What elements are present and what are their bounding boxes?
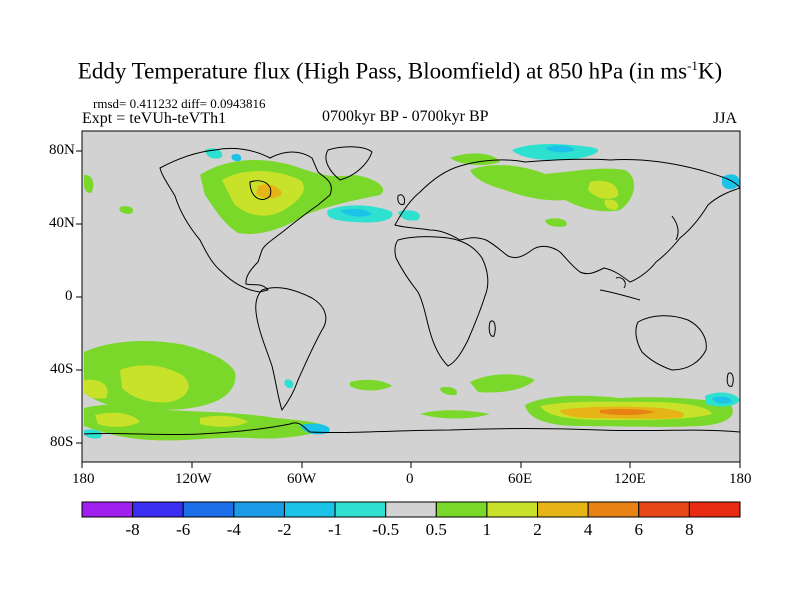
- contour-negative-2: [231, 153, 242, 162]
- x-tick-label: 60E: [508, 471, 533, 487]
- coast-south-america: [255, 287, 327, 412]
- x-tick-label: 0: [406, 471, 414, 487]
- colorbar-label: -2: [277, 520, 292, 539]
- contour-positive-6: [450, 153, 500, 166]
- x-tick-label: 180: [729, 471, 752, 487]
- coast-north-america: [159, 147, 332, 293]
- coast-new-zealand: [726, 372, 734, 387]
- contour-positive-16: [200, 415, 248, 427]
- contour-negative-7: [545, 145, 575, 153]
- period-label: 0700kyr BP - 0700kyr BP: [322, 108, 489, 125]
- contour-positive-10: [545, 218, 567, 227]
- contour-positive-4: [84, 174, 94, 193]
- coast-australia: [635, 315, 707, 371]
- stats-label: rmsd= 0.411232 diff= 0.0943816: [93, 96, 266, 111]
- contour-negative-11: [284, 379, 294, 389]
- contour-positive-8: [588, 180, 619, 199]
- colorbar-label: -4: [226, 520, 241, 539]
- x-tick-label: 180: [72, 471, 95, 487]
- contour-negative-4: [340, 208, 372, 217]
- contour-negative-5: [398, 210, 420, 221]
- contour-positive-24: [600, 408, 655, 416]
- contour-positive-7: [470, 165, 635, 212]
- contour-positive-12: [84, 379, 108, 399]
- y-tick-label: 40N: [49, 215, 75, 231]
- contour-positive-9: [604, 199, 619, 210]
- x-tick-label: 120E: [614, 471, 646, 487]
- contour-positive-15: [95, 412, 140, 427]
- y-tick-label: 80S: [50, 434, 74, 450]
- coast-indonesia: [599, 289, 641, 301]
- coast-japan: [671, 215, 679, 241]
- contour-negative-10: [300, 423, 330, 435]
- axis-ticks: [76, 150, 741, 468]
- colorbar-label: -1: [327, 520, 343, 539]
- contour-positive-17: [350, 379, 392, 391]
- colorbar-label: 2: [533, 520, 542, 539]
- coast-hudson-bay: [249, 180, 272, 200]
- coastlines: [83, 146, 740, 436]
- coast-greenland: [325, 146, 373, 181]
- x-tick-label: 60W: [287, 471, 317, 487]
- colorbar-label: 6: [634, 520, 644, 539]
- experiment-label: Expt = teVUh-teVTh1: [82, 110, 227, 127]
- plot-title: Eddy Temperature flux (High Pass, Bloomf…: [77, 58, 723, 84]
- contour-positive-3: [256, 184, 282, 199]
- contour-positive-19: [470, 374, 535, 393]
- x-tick-label: 120W: [175, 471, 212, 487]
- contour-positive-5: [119, 206, 134, 214]
- colorbar-label: 4: [583, 520, 593, 539]
- colorbar-label: -0.5: [372, 520, 400, 539]
- y-tick-label: 0: [65, 288, 73, 304]
- y-tick-label: 80N: [49, 142, 75, 158]
- contour-positive-18: [440, 386, 457, 396]
- contour-negative-6: [512, 143, 599, 161]
- flux-contours: [84, 143, 740, 441]
- coast-borneo: [615, 277, 626, 289]
- colorbar-label: 8: [685, 520, 694, 539]
- colorbar-label: -6: [176, 520, 191, 539]
- colorbar-label: 1: [482, 520, 492, 539]
- coast-madagascar: [488, 320, 496, 337]
- colorbar-label: -8: [125, 520, 140, 539]
- colorbar-label: 0.5: [425, 520, 447, 539]
- contour-positive-20: [420, 410, 490, 419]
- contour-negative-13: [712, 396, 732, 404]
- coast-eurasia: [394, 158, 740, 283]
- y-tick-label: 40S: [50, 361, 74, 377]
- coast-uk: [397, 194, 405, 205]
- contour-positive-13: [120, 365, 189, 403]
- coast-antarctica: [83, 422, 740, 436]
- coast-africa: [394, 236, 489, 367]
- season-label: JJA: [713, 110, 738, 127]
